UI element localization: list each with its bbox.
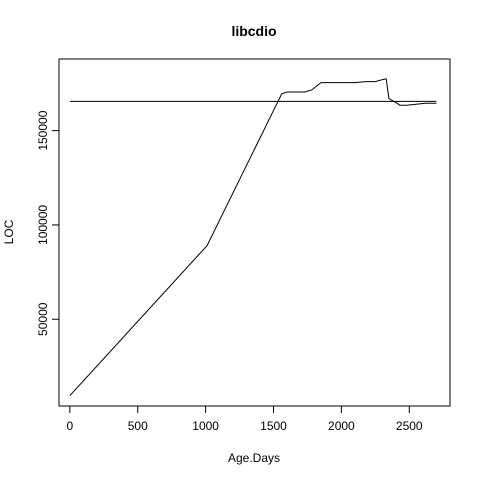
y-tick-label: 100000 [36, 205, 50, 245]
series-line-1 [69, 78, 437, 396]
x-axis-label: Age.Days [228, 451, 280, 465]
y-tick-label: 150000 [36, 110, 50, 150]
y-tick-label: 50000 [36, 302, 50, 336]
series-layer [69, 78, 437, 396]
x-tick-label: 2500 [396, 419, 423, 433]
x-tick-label: 500 [128, 419, 148, 433]
x-tick-label: 1500 [260, 419, 287, 433]
x-axis: 0 500 1000 1500 2000 2500 [67, 405, 423, 433]
x-tick-label: 2000 [328, 419, 355, 433]
y-axis-label: LOC [2, 219, 16, 244]
x-tick-label: 1000 [192, 419, 219, 433]
y-axis: 50000 100000 150000 [36, 110, 60, 336]
x-tick-label: 0 [67, 419, 74, 433]
chart-title: libcdio [231, 23, 276, 39]
